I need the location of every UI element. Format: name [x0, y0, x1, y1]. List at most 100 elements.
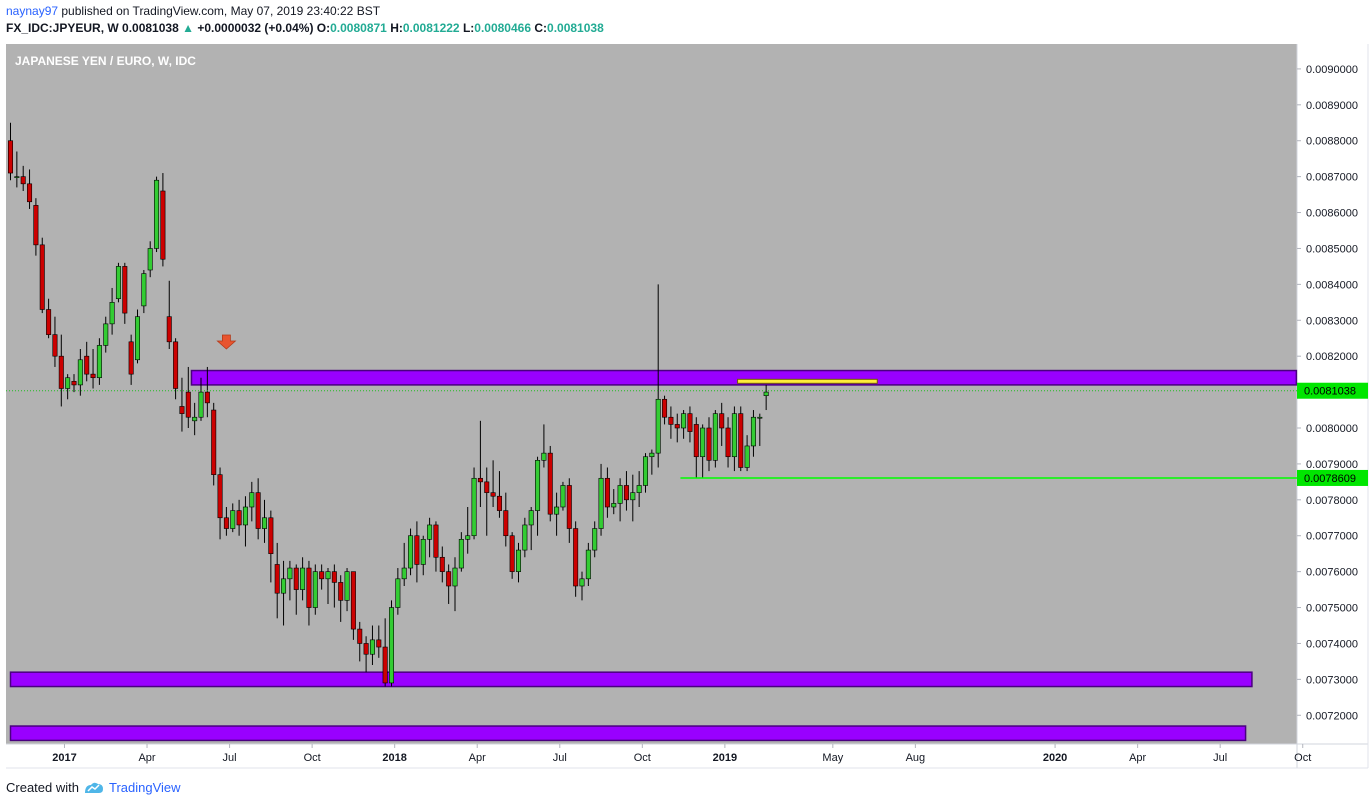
author-link[interactable]: naynay97 — [6, 4, 59, 18]
plot-background — [6, 44, 1297, 744]
high-label: H: — [390, 21, 403, 35]
candle-body — [681, 413, 687, 429]
candle-body — [700, 427, 706, 458]
time-tick-label: Jul — [223, 752, 237, 764]
candle-body — [750, 416, 756, 447]
resistance-zone-1 — [9, 671, 1253, 688]
candle-body — [39, 244, 45, 310]
candle-body — [458, 539, 464, 569]
candle-body — [706, 427, 712, 461]
candle-body — [33, 205, 39, 246]
candle-body — [242, 506, 248, 526]
up-arrow-icon: ▲ — [182, 21, 194, 35]
candle-body — [617, 485, 623, 504]
candle-body — [84, 355, 90, 375]
candle-body — [115, 266, 121, 300]
candle-body — [185, 391, 191, 418]
low-value: 0.0080466 — [474, 21, 532, 35]
open-value: 0.0080871 — [330, 21, 387, 35]
yellow-zone — [737, 378, 878, 384]
candle-body — [281, 578, 287, 594]
candle-body — [655, 398, 661, 454]
price-tick-label: 0.0073000 — [1306, 674, 1358, 686]
candle-body — [204, 391, 210, 404]
price-tick-label: 0.0078000 — [1306, 495, 1358, 507]
candle-body — [109, 302, 115, 325]
candle-body — [173, 341, 179, 389]
candle-body — [687, 413, 693, 432]
time-tick-label: May — [822, 752, 843, 764]
candle-body — [763, 391, 769, 396]
support-price-label: 0.0078609 — [1304, 473, 1356, 485]
candle-body — [541, 452, 547, 461]
footer: Created with TradingView — [6, 780, 181, 795]
candle-body — [230, 510, 236, 529]
candle-body — [477, 477, 483, 483]
candle-body — [604, 477, 610, 508]
candle-body — [8, 140, 14, 174]
price-tick-label: 0.0085000 — [1306, 243, 1358, 255]
candle-body — [503, 510, 509, 537]
candle-body — [154, 179, 160, 249]
price-tick-label: 0.0083000 — [1306, 315, 1358, 327]
candle-body — [585, 549, 591, 580]
overlays — [6, 334, 1368, 479]
candle-body — [325, 571, 331, 580]
candle-body — [642, 456, 648, 486]
price-tick-label: 0.0088000 — [1306, 136, 1358, 148]
candle-body — [268, 517, 274, 554]
candle-body — [14, 176, 20, 178]
candle-body — [712, 413, 718, 461]
candle-body — [141, 273, 147, 307]
candle-body — [395, 578, 401, 608]
candle-body — [547, 452, 553, 515]
tradingview-logo-icon — [84, 782, 103, 793]
price-tick-label: 0.0086000 — [1306, 208, 1358, 220]
candle-body — [566, 485, 572, 529]
candle-body — [96, 345, 102, 379]
candle-body — [496, 495, 502, 511]
candle-body — [350, 571, 356, 630]
candle-body — [369, 639, 375, 655]
candle-body — [147, 248, 153, 271]
candle-body — [58, 355, 64, 389]
candle-body — [439, 556, 445, 572]
candle-body — [261, 517, 267, 529]
candle-body — [357, 628, 363, 644]
candle-body — [217, 474, 223, 519]
candle-body — [719, 413, 725, 429]
support-price-badge — [1297, 469, 1368, 486]
candle-body — [287, 567, 293, 580]
time-tick-label: 2019 — [713, 752, 737, 764]
candle-body — [535, 460, 541, 511]
candle-body — [306, 567, 312, 608]
candle-body — [338, 582, 344, 601]
time-axis[interactable]: 2017 Apr Jul Oct 2018 Apr Jul Oct 2019 May Aug 2020… — [52, 744, 1311, 764]
candle-body — [693, 424, 699, 458]
price-axis[interactable]: 0.0072000 0.0073000 0.0074000 0.0075000 0.00… — [1297, 64, 1368, 722]
candle-body — [509, 535, 515, 572]
candle-body — [211, 409, 217, 475]
tradingview-link[interactable]: TradingView — [108, 780, 181, 795]
candle-body — [554, 506, 560, 515]
time-tick-label: Apr — [1129, 752, 1146, 764]
candle-body — [522, 524, 528, 551]
candle-body — [427, 524, 433, 540]
candle-body — [179, 406, 185, 414]
candle-body — [249, 492, 255, 508]
symbol-label: FX_IDC:JPYEUR, W — [6, 21, 119, 35]
chart-title: JAPANESE YEN / EURO, W, IDC — [15, 54, 196, 68]
time-tick-label: Oct — [634, 752, 651, 764]
time-tick-label: Apr — [469, 752, 486, 764]
candles — [8, 122, 769, 687]
candle-body — [662, 398, 668, 418]
candle-body — [738, 413, 744, 468]
candle-body — [401, 567, 407, 580]
price-tick-label: 0.0074000 — [1306, 638, 1358, 650]
price-tick-label: 0.0080000 — [1306, 423, 1358, 435]
candle-body — [274, 564, 280, 594]
candle-body — [611, 503, 617, 508]
high-value: 0.0081222 — [402, 21, 460, 35]
candle-body — [408, 535, 414, 569]
